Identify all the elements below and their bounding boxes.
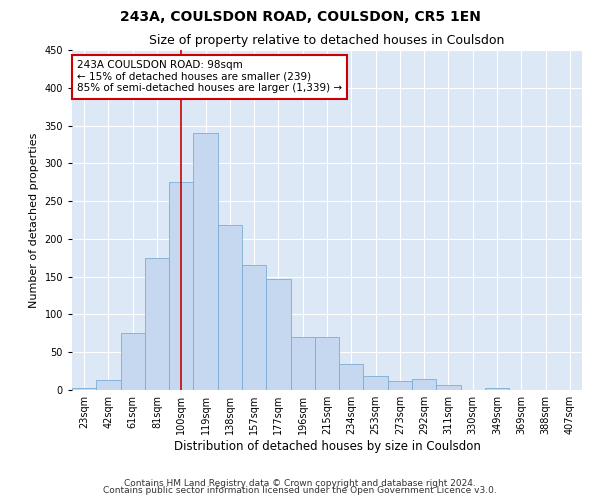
Text: 243A, COULSDON ROAD, COULSDON, CR5 1EN: 243A, COULSDON ROAD, COULSDON, CR5 1EN (119, 10, 481, 24)
Text: Contains HM Land Registry data © Crown copyright and database right 2024.: Contains HM Land Registry data © Crown c… (124, 478, 476, 488)
Bar (145, 258, 169, 390)
Text: Contains public sector information licensed under the Open Government Licence v3: Contains public sector information licen… (103, 486, 497, 495)
Bar (412, 378, 436, 390)
Y-axis label: Number of detached properties: Number of detached properties (29, 132, 39, 308)
Bar (242, 266, 266, 390)
Bar (388, 381, 412, 390)
Text: 243A COULSDON ROAD: 98sqm
← 15% of detached houses are smaller (239)
85% of semi: 243A COULSDON ROAD: 98sqm ← 15% of detac… (77, 60, 342, 94)
Bar (364, 376, 388, 390)
Bar (193, 133, 218, 390)
Title: Size of property relative to detached houses in Coulsdon: Size of property relative to detached ho… (149, 34, 505, 48)
Bar (339, 364, 364, 390)
X-axis label: Distribution of detached houses by size in Coulsdon: Distribution of detached houses by size … (173, 440, 481, 453)
Bar (169, 182, 193, 390)
Bar (121, 334, 145, 390)
Bar (218, 226, 242, 390)
Bar (315, 337, 339, 390)
Bar (266, 279, 290, 390)
Bar (290, 337, 315, 390)
Bar (436, 384, 461, 390)
Bar (72, 388, 96, 390)
Bar (485, 388, 509, 390)
Bar (96, 380, 121, 390)
